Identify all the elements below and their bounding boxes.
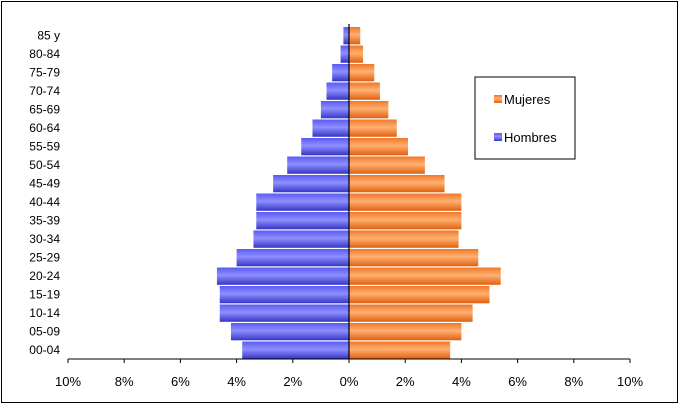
bar-hombres-15-19 [219,286,349,304]
bar-mujeres-00-04 [349,341,451,359]
category-labels: 00-04 05-09 10-14 15-19 20-24 25-29 30-34 35-39… [29,28,60,357]
category-label-85-y: 85 y [37,28,60,42]
legend: Mujeres Hombres [474,76,576,160]
bar-hombres-05-09 [230,323,349,341]
bar-hombres-35-39 [256,212,349,230]
bar-hombres-45-49 [273,175,349,193]
bar-mujeres-05-09 [349,323,462,341]
category-label-60-64: 60-64 [29,121,60,135]
category-label-00-04: 00-04 [29,343,60,357]
bar-mujeres-10-14 [349,304,473,322]
bar-mujeres-50-54 [349,156,425,174]
bar-mujeres-60-64 [349,119,397,137]
bar-hombres-80-84 [340,45,349,63]
legend-label-mujeres: Mujeres [504,92,551,107]
category-label-05-09: 05-09 [29,324,60,338]
bar-hombres-40-44 [256,193,349,211]
category-label-30-34: 30-34 [29,232,60,246]
bar-hombres-60-64 [312,119,349,137]
category-label-20-24: 20-24 [29,269,60,283]
bars-group [216,27,501,359]
bar-mujeres-80-84 [349,45,364,63]
bar-mujeres-30-34 [349,230,459,248]
bar-mujeres-40-44 [349,193,462,211]
bar-hombres-00-04 [242,341,349,359]
bar-hombres-10-14 [219,304,349,322]
bar-hombres-50-54 [287,156,349,174]
bar-mujeres-55-59 [349,138,409,156]
category-label-50-54: 50-54 [29,158,60,172]
bar-mujeres-65-69 [349,101,389,119]
legend-box [474,76,576,160]
bar-hombres-25-29 [236,249,349,267]
category-label-10-14: 10-14 [29,306,60,320]
x-tick-label: 0% [340,374,359,389]
x-tick-label: 2% [396,374,415,389]
bar-mujeres-70-74 [349,82,380,100]
bar-mujeres-85-y [349,27,361,45]
category-label-55-59: 55-59 [29,139,60,153]
x-tick-label: 4% [227,374,246,389]
x-tick-label: 10% [55,374,81,389]
bar-hombres-55-59 [301,138,349,156]
x-tick-label: 8% [115,374,134,389]
category-label-35-39: 35-39 [29,213,60,227]
x-tick-label: 6% [508,374,527,389]
legend-swatch-mujeres [494,95,502,103]
legend-label-hombres: Hombres [504,130,557,145]
category-label-15-19: 15-19 [29,287,60,301]
x-tick-label: 6% [171,374,190,389]
category-label-45-49: 45-49 [29,176,60,190]
category-label-75-79: 75-79 [29,65,60,79]
bar-mujeres-75-79 [349,64,375,82]
category-label-65-69: 65-69 [29,102,60,116]
bar-hombres-75-79 [332,64,349,82]
category-label-40-44: 40-44 [29,195,60,209]
bar-hombres-65-69 [320,101,349,119]
x-axis: 10% 8% 6% 4% 2% 0% 2% 4% 6% 8% 10% [55,24,643,389]
bar-hombres-30-34 [253,230,349,248]
bar-mujeres-25-29 [349,249,479,267]
bar-mujeres-15-19 [349,286,490,304]
bar-mujeres-20-24 [349,267,501,285]
bar-mujeres-35-39 [349,212,462,230]
bar-mujeres-45-49 [349,175,445,193]
legend-swatch-hombres [494,133,502,141]
x-tick-label: 10% [617,374,643,389]
x-tick-label: 4% [452,374,471,389]
category-label-70-74: 70-74 [29,84,60,98]
bar-hombres-20-24 [216,267,349,285]
bar-hombres-85-y [343,27,349,45]
category-label-25-29: 25-29 [29,250,60,264]
bar-hombres-70-74 [326,82,349,100]
x-tick-label: 8% [564,374,583,389]
category-label-80-84: 80-84 [29,47,60,61]
x-tick-label: 2% [283,374,302,389]
